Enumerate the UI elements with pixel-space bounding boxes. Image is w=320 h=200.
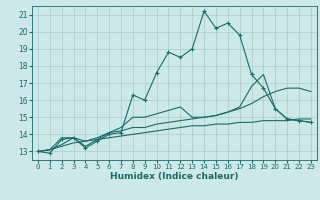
X-axis label: Humidex (Indice chaleur): Humidex (Indice chaleur)	[110, 172, 239, 181]
